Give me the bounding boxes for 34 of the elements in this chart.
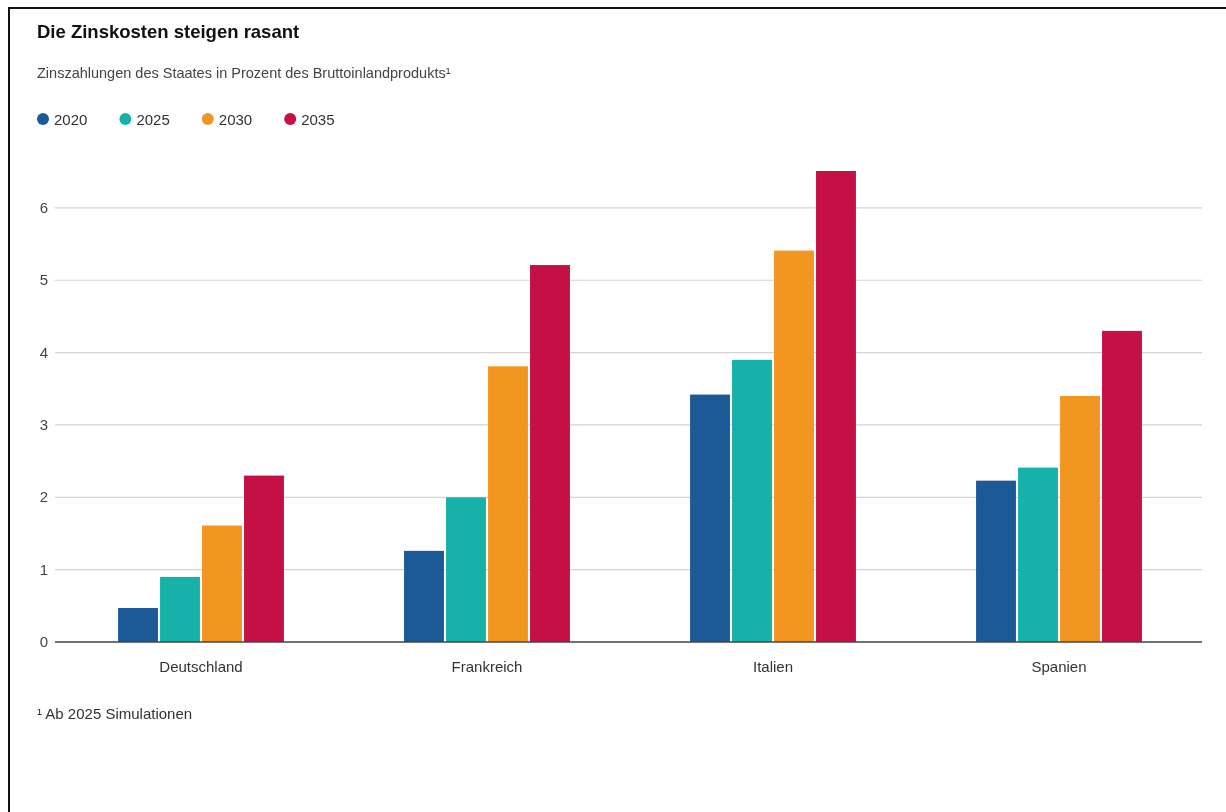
y-tick-label: 0	[39, 633, 49, 650]
legend-label: 2030	[218, 110, 253, 128]
legend-label: 2020	[54, 110, 88, 128]
bar	[690, 394, 730, 642]
bar	[976, 480, 1016, 642]
bar	[816, 171, 856, 642]
legend-label: 2025	[136, 110, 170, 128]
chart-subtitle: Zinszahlungen des Staates in Prozent des Bruttoinlandprodukts¹	[37, 65, 451, 81]
bar	[202, 525, 242, 642]
x-tick-label: Spanien	[1031, 658, 1087, 675]
text: ¹ Ab 2025 Simulationen	[37, 705, 193, 722]
bar	[446, 497, 486, 642]
y-tick-label: 3	[39, 415, 49, 433]
chart-title: Die Zinskosten steigen rasant	[37, 21, 300, 42]
bar	[732, 359, 772, 642]
y-tick-label: 2	[39, 488, 49, 506]
bar	[774, 250, 814, 642]
legend-label: 2035	[301, 110, 335, 128]
bar	[244, 475, 284, 642]
bar	[488, 366, 528, 642]
x-tick-label: Deutschland	[159, 658, 243, 675]
bar	[404, 550, 444, 642]
bar	[1102, 330, 1142, 642]
bar	[1018, 467, 1058, 642]
bar	[1060, 396, 1100, 642]
y-tick-label: 5	[39, 271, 49, 289]
y-tick-label: 4	[39, 343, 49, 361]
bar	[160, 576, 200, 642]
y-tick-label: 1	[39, 560, 49, 578]
bar	[530, 265, 570, 642]
bar	[118, 608, 158, 642]
x-tick-label: Frankreich	[451, 658, 523, 675]
y-tick-label: 6	[39, 198, 49, 216]
x-tick-label: Italien	[752, 658, 794, 675]
